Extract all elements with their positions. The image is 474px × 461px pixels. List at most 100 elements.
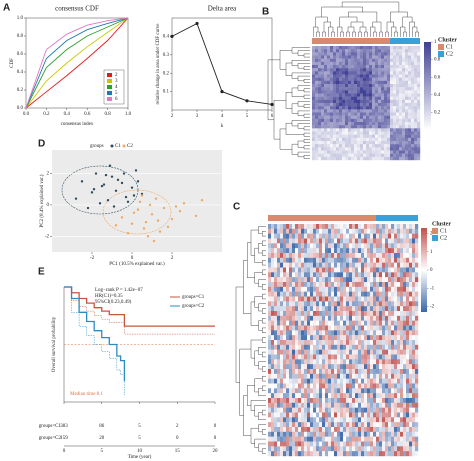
heatmap-cell — [372, 74, 376, 78]
heatmap-cell — [412, 286, 416, 292]
heatmap-cell — [384, 156, 388, 161]
colorbar — [421, 228, 427, 312]
heatmap-cell — [352, 369, 356, 375]
heatmap-cell — [388, 267, 392, 273]
heatmap-cell — [379, 407, 383, 413]
heatmap-cell — [307, 325, 311, 331]
heatmap-cell — [331, 402, 335, 408]
heatmap-cell — [325, 427, 329, 433]
heatmap-cell — [364, 398, 368, 404]
heatmap-cell — [364, 393, 368, 399]
heatmap-cell — [358, 335, 362, 341]
heatmap-cell — [378, 90, 382, 94]
heatmap-cell — [268, 306, 272, 312]
heatmap-cell — [403, 311, 407, 317]
heatmap-cell — [364, 441, 368, 447]
heatmap-cell — [274, 373, 278, 379]
heatmap-cell — [333, 58, 337, 63]
heatmap-cell — [333, 103, 337, 107]
heatmap-cell — [298, 257, 302, 263]
heatmap-cell — [334, 272, 338, 278]
heatmap-cell — [313, 402, 317, 408]
heatmap-cell — [369, 46, 373, 50]
heatmap-cell — [346, 325, 350, 331]
heatmap-cell — [343, 233, 347, 239]
heatmap-cell — [289, 359, 293, 365]
heatmap-cell — [319, 364, 323, 370]
heatmap-cell — [357, 153, 361, 158]
heatmap-cell — [367, 311, 371, 317]
heatmap-cell — [331, 431, 335, 437]
heatmap-cell — [396, 122, 400, 126]
heatmap-cell — [315, 118, 319, 123]
heatmap-cell — [355, 253, 359, 259]
heatmap-cell — [387, 131, 391, 135]
heatmap-cell — [310, 359, 314, 365]
heatmap-cell — [348, 156, 352, 161]
heatmap-cell — [340, 359, 344, 365]
heatmap-cell — [354, 80, 358, 85]
heatmap-cell — [403, 398, 407, 404]
heatmap-cell — [283, 253, 287, 259]
heatmap-cell — [391, 340, 395, 346]
heatmap-cell — [376, 393, 380, 399]
heatmap-cell — [405, 90, 409, 94]
heatmap-cell — [307, 315, 311, 321]
heatmap-cell — [316, 344, 320, 350]
heatmap-cell — [345, 118, 349, 123]
heatmap-cell — [358, 412, 362, 418]
heatmap-cell — [405, 74, 409, 78]
heatmap-cell — [387, 77, 391, 82]
heatmap-cell — [318, 68, 322, 72]
heatmap-cell — [402, 141, 406, 145]
legend-label: 3 — [115, 79, 118, 84]
heatmap-cell — [396, 115, 400, 120]
heatmap-cell — [364, 311, 368, 317]
heatmap-cell — [352, 224, 356, 230]
heatmap-cell — [352, 291, 356, 297]
heatmap-cell — [403, 262, 407, 268]
heatmap-cell — [363, 74, 367, 78]
heatmap-cell — [397, 320, 401, 326]
heatmap-cell — [292, 325, 296, 331]
heatmap-cell — [316, 422, 320, 428]
heatmap-cell — [355, 378, 359, 384]
heatmap-cell — [336, 65, 340, 69]
heatmap-cell — [381, 87, 385, 91]
heatmap-cell — [357, 150, 361, 154]
point — [158, 230, 162, 233]
heatmap-cell — [376, 417, 380, 423]
heatmap-cell — [406, 224, 410, 230]
heatmap-cell — [370, 441, 374, 447]
heatmap-cell — [355, 398, 359, 404]
heatmap-cell — [400, 325, 404, 331]
heatmap-cell — [354, 141, 358, 145]
heatmap-cell — [355, 369, 359, 375]
heatmap-cell — [333, 153, 337, 158]
heatmap-cell — [274, 253, 278, 259]
heatmap-cell — [315, 106, 319, 110]
heatmap-cell — [346, 248, 350, 254]
heatmap-cell — [355, 402, 359, 408]
heatmap-cell — [402, 103, 406, 107]
heatmap-cell — [397, 262, 401, 268]
heatmap-cell — [388, 417, 392, 423]
heatmap-cell — [387, 137, 391, 142]
heatmap-cell — [328, 257, 332, 263]
heatmap-cell — [415, 224, 419, 230]
heatmap-cell — [370, 238, 374, 244]
colorbar-label: 0.8 — [434, 58, 441, 63]
heatmap-cell — [388, 257, 392, 263]
heatmap-cell — [375, 137, 379, 142]
heatmap-cell — [321, 137, 325, 142]
heatmap-cell — [286, 282, 290, 288]
heatmap-cell — [328, 393, 332, 399]
heatmap-cell — [274, 451, 278, 457]
heatmap-cell — [289, 262, 293, 268]
heatmap-cell — [414, 77, 418, 82]
heatmap-cell — [370, 446, 374, 452]
heatmap-cell — [268, 398, 272, 404]
heatmap-cell — [354, 93, 358, 97]
heatmap-cell — [408, 131, 412, 135]
heatmap-cell — [280, 383, 284, 389]
